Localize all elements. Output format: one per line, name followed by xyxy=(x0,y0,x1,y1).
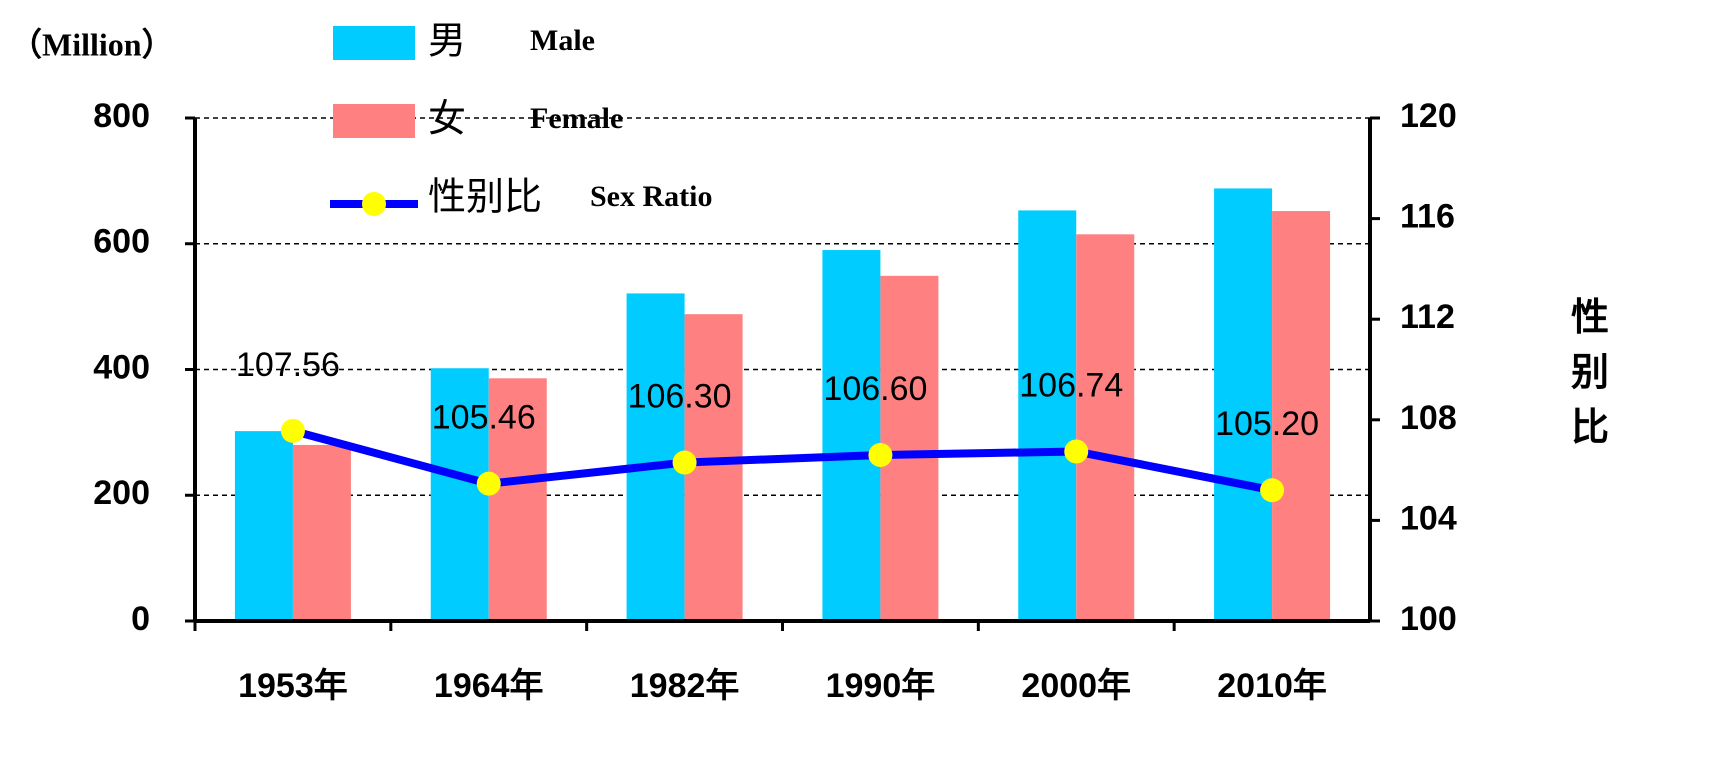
y2-tick-label: 104 xyxy=(1400,499,1457,537)
data-label: 106.74 xyxy=(1019,366,1123,404)
marker xyxy=(1064,439,1089,464)
data-label: 106.30 xyxy=(628,378,732,416)
x-tick-label: 1964年 xyxy=(434,667,544,705)
y-tick-label: 600 xyxy=(93,223,150,261)
marker xyxy=(868,443,893,468)
y2-tick-label: 108 xyxy=(1400,399,1457,437)
x-tick-label: 1990年 xyxy=(826,667,936,705)
marker xyxy=(672,450,697,475)
bar xyxy=(430,368,489,621)
bar xyxy=(1076,234,1135,621)
legend-label: 女 xyxy=(428,97,466,141)
y2-tick-label: 116 xyxy=(1400,198,1455,236)
legend-label: 男 xyxy=(428,19,466,63)
bar xyxy=(292,444,351,621)
bar xyxy=(1018,210,1077,621)
y2-axis-label: 别 xyxy=(1571,352,1609,394)
line xyxy=(291,427,1273,495)
bar xyxy=(234,431,293,621)
x-tick-label: 2000年 xyxy=(1021,667,1131,705)
y-axis-label: （Million） xyxy=(10,26,174,62)
legend-label-en: Female xyxy=(530,102,623,135)
grid xyxy=(195,117,1370,496)
marker xyxy=(280,418,305,443)
y2-tick-label: 120 xyxy=(1400,97,1457,135)
data-label: 107.56 xyxy=(236,346,340,384)
y2-tick-label: 112 xyxy=(1400,298,1455,336)
y2-axis-label: 性 xyxy=(1571,297,1609,339)
y2-axis-label: 比 xyxy=(1571,407,1609,449)
data-label: 105.46 xyxy=(432,399,536,437)
bar xyxy=(1214,188,1273,622)
x-tick-label: 1953年 xyxy=(238,667,348,705)
legend-marker xyxy=(362,192,386,216)
marker xyxy=(476,471,501,496)
bar xyxy=(1272,211,1331,621)
legend-swatch xyxy=(333,104,415,138)
y-tick-label: 400 xyxy=(93,348,150,386)
legend-label-en: Sex Ratio xyxy=(590,180,713,213)
y-tick-label: 0 xyxy=(131,600,150,638)
legend-swatch xyxy=(333,26,415,60)
legend-label-en: Male xyxy=(530,24,595,57)
y-tick-label: 200 xyxy=(93,474,150,512)
legend-label: 性别比 xyxy=(428,175,542,219)
bar xyxy=(488,378,547,621)
y2-tick-label: 100 xyxy=(1400,600,1457,638)
x-tick-label: 2010年 xyxy=(1217,667,1327,705)
marker xyxy=(1260,478,1285,503)
data-label: 105.20 xyxy=(1215,405,1319,443)
data-label: 106.60 xyxy=(823,370,927,408)
x-tick-label: 1982年 xyxy=(630,667,740,705)
bar xyxy=(822,250,881,621)
y-tick-label: 800 xyxy=(93,97,150,135)
